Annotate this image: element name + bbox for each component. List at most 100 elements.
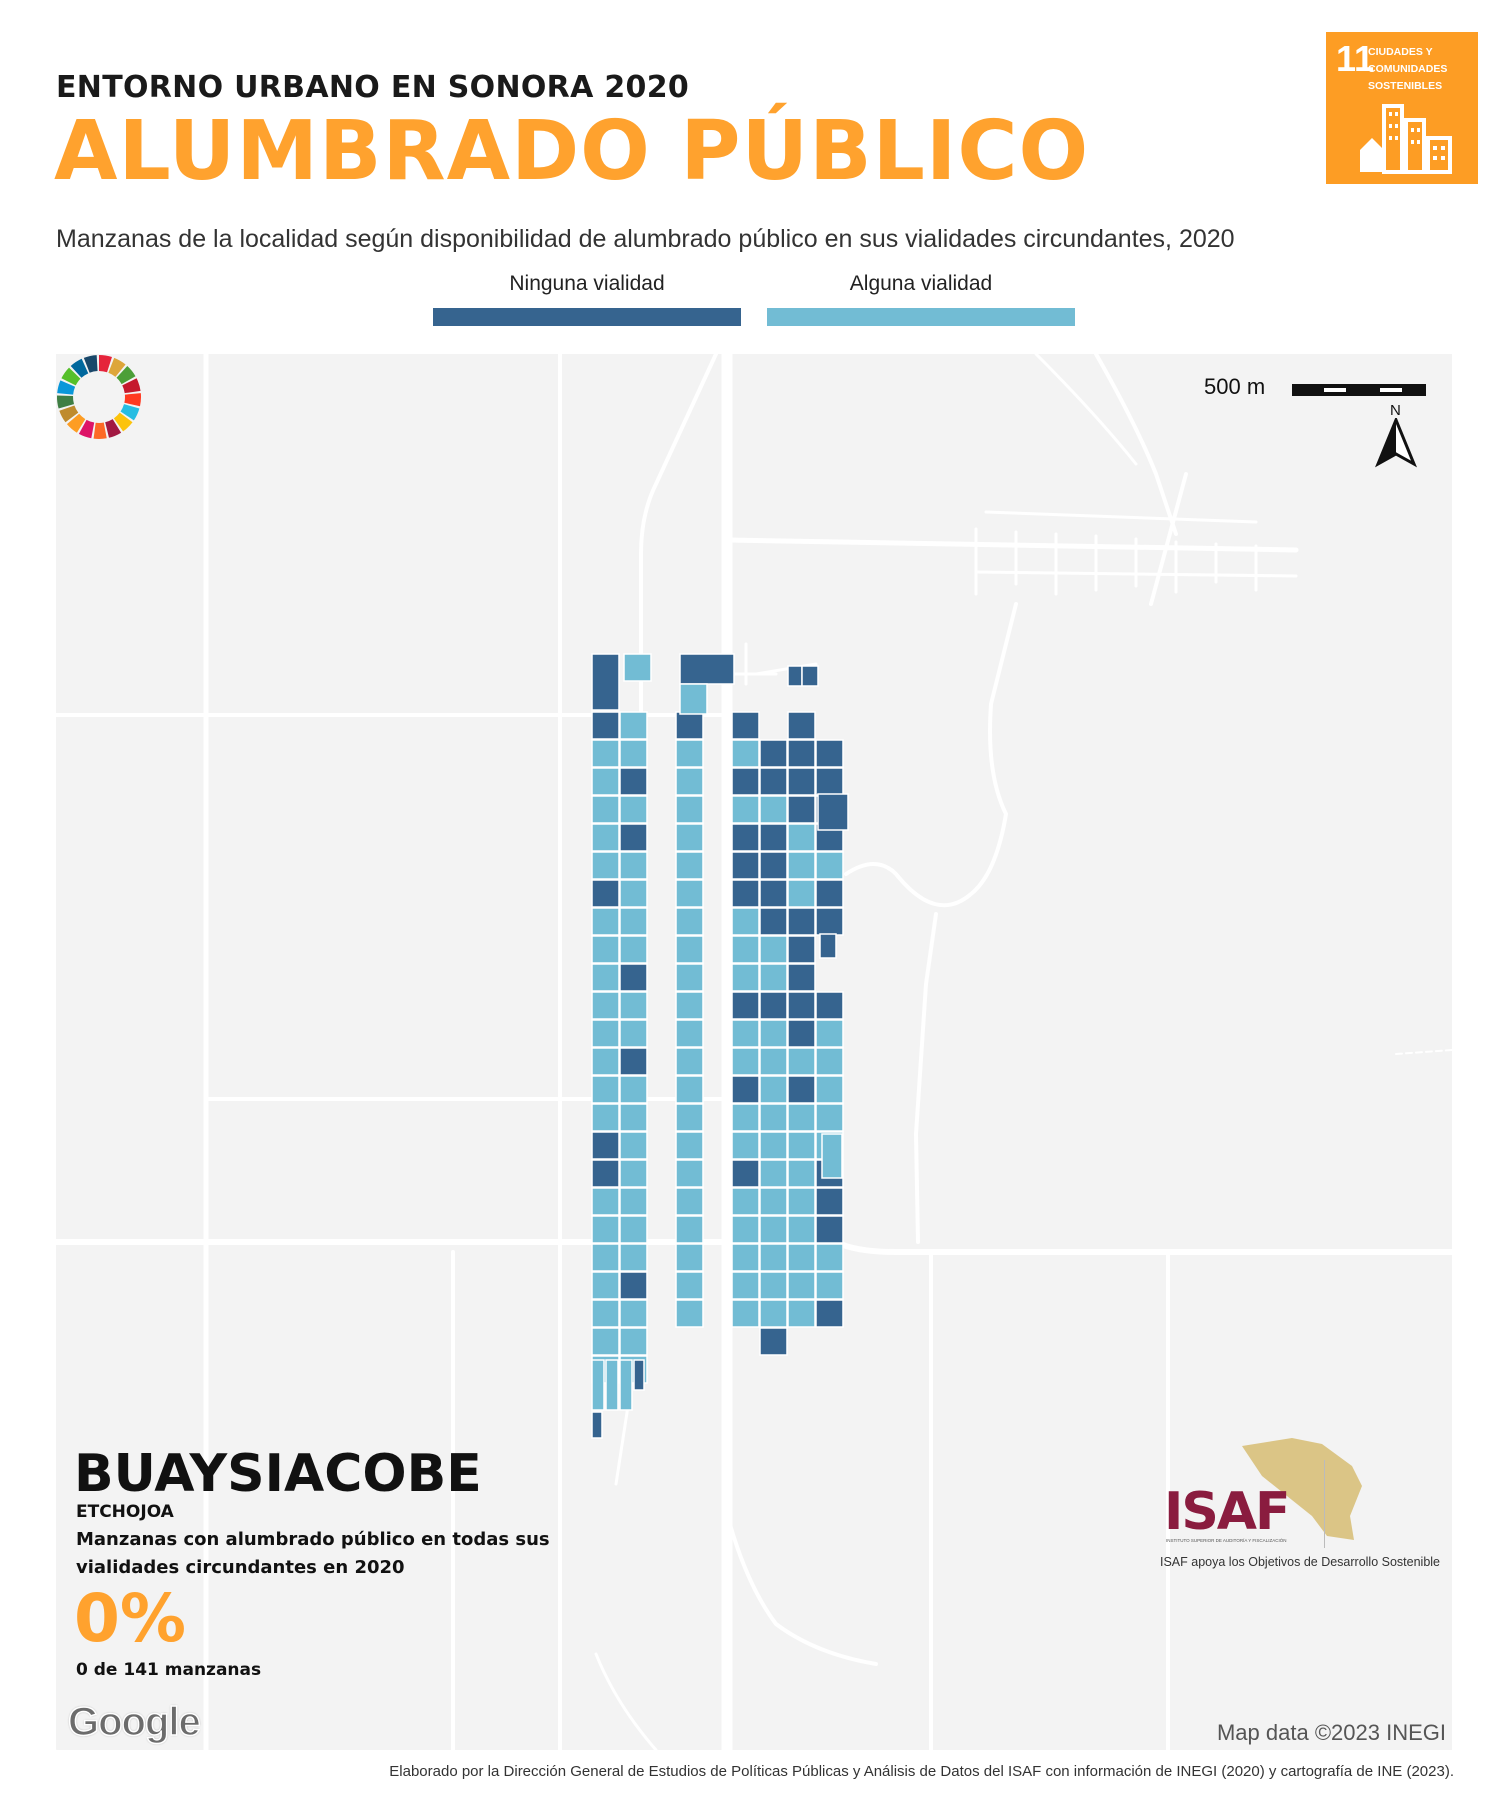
city-block[interactable] bbox=[619, 1131, 648, 1160]
city-block[interactable] bbox=[815, 1271, 844, 1300]
city-block[interactable] bbox=[787, 851, 816, 880]
city-block[interactable] bbox=[675, 991, 704, 1020]
city-block[interactable] bbox=[675, 795, 704, 824]
city-block[interactable] bbox=[787, 1019, 816, 1048]
city-block[interactable] bbox=[675, 963, 704, 992]
city-block[interactable] bbox=[591, 1159, 620, 1188]
city-block[interactable] bbox=[619, 795, 648, 824]
city-block[interactable] bbox=[731, 767, 760, 796]
city-block[interactable] bbox=[619, 823, 648, 852]
city-block[interactable] bbox=[591, 991, 620, 1020]
city-block[interactable] bbox=[759, 1187, 788, 1216]
city-block[interactable] bbox=[633, 1359, 645, 1391]
city-block[interactable] bbox=[675, 1243, 704, 1272]
city-block[interactable] bbox=[675, 1159, 704, 1188]
city-block[interactable] bbox=[591, 1075, 620, 1104]
city-block[interactable] bbox=[591, 739, 620, 768]
city-block[interactable] bbox=[675, 1187, 704, 1216]
city-block[interactable] bbox=[591, 1271, 620, 1300]
city-block[interactable] bbox=[759, 963, 788, 992]
city-block[interactable] bbox=[591, 1047, 620, 1076]
city-block[interactable] bbox=[591, 1299, 620, 1328]
city-block[interactable] bbox=[731, 963, 760, 992]
city-block[interactable] bbox=[787, 907, 816, 936]
city-block[interactable] bbox=[815, 1243, 844, 1272]
city-block[interactable] bbox=[759, 991, 788, 1020]
city-block[interactable] bbox=[787, 879, 816, 908]
city-block[interactable] bbox=[759, 1103, 788, 1132]
city-block[interactable] bbox=[731, 1159, 760, 1188]
city-block[interactable] bbox=[731, 991, 760, 1020]
city-block[interactable] bbox=[815, 1187, 844, 1216]
city-block[interactable] bbox=[619, 767, 648, 796]
city-block[interactable] bbox=[731, 851, 760, 880]
city-block[interactable] bbox=[619, 1159, 648, 1188]
city-block[interactable] bbox=[731, 711, 760, 740]
city-block[interactable] bbox=[801, 665, 819, 687]
city-block[interactable] bbox=[591, 1019, 620, 1048]
city-block[interactable] bbox=[731, 1131, 760, 1160]
city-block[interactable] bbox=[787, 963, 816, 992]
city-block[interactable] bbox=[787, 823, 816, 852]
city-block[interactable] bbox=[619, 1075, 648, 1104]
city-block[interactable] bbox=[731, 879, 760, 908]
city-block[interactable] bbox=[759, 1243, 788, 1272]
city-block[interactable] bbox=[619, 1187, 648, 1216]
city-block[interactable] bbox=[759, 1271, 788, 1300]
city-block[interactable] bbox=[759, 1131, 788, 1160]
city-block[interactable] bbox=[787, 739, 816, 768]
city-block[interactable] bbox=[759, 1215, 788, 1244]
city-block[interactable] bbox=[815, 1047, 844, 1076]
city-block[interactable] bbox=[817, 793, 849, 831]
city-block[interactable] bbox=[679, 653, 735, 685]
city-block[interactable] bbox=[619, 991, 648, 1020]
city-block[interactable] bbox=[619, 963, 648, 992]
city-block[interactable] bbox=[619, 907, 648, 936]
city-block[interactable] bbox=[759, 1299, 788, 1328]
city-block[interactable] bbox=[759, 851, 788, 880]
city-block[interactable] bbox=[787, 1159, 816, 1188]
city-block[interactable] bbox=[815, 851, 844, 880]
city-block[interactable] bbox=[619, 1299, 648, 1328]
city-block[interactable] bbox=[591, 1327, 620, 1356]
city-block[interactable] bbox=[591, 767, 620, 796]
city-block[interactable] bbox=[815, 1215, 844, 1244]
city-block[interactable] bbox=[759, 1075, 788, 1104]
city-block[interactable] bbox=[591, 1131, 620, 1160]
city-block[interactable] bbox=[731, 1047, 760, 1076]
city-block[interactable] bbox=[731, 1243, 760, 1272]
city-block[interactable] bbox=[787, 1271, 816, 1300]
city-block[interactable] bbox=[619, 1047, 648, 1076]
city-block[interactable] bbox=[815, 879, 844, 908]
city-block[interactable] bbox=[619, 879, 648, 908]
city-block[interactable] bbox=[591, 963, 620, 992]
city-block[interactable] bbox=[675, 823, 704, 852]
city-block[interactable] bbox=[675, 1047, 704, 1076]
city-block[interactable] bbox=[619, 1271, 648, 1300]
city-block[interactable] bbox=[815, 907, 844, 936]
city-block[interactable] bbox=[675, 935, 704, 964]
city-block[interactable] bbox=[591, 711, 620, 740]
city-block[interactable] bbox=[759, 1327, 788, 1356]
city-block[interactable] bbox=[731, 1019, 760, 1048]
city-block[interactable] bbox=[787, 665, 803, 687]
city-block[interactable] bbox=[759, 795, 788, 824]
city-block[interactable] bbox=[675, 767, 704, 796]
city-block[interactable] bbox=[591, 907, 620, 936]
city-block[interactable] bbox=[675, 739, 704, 768]
city-block[interactable] bbox=[815, 739, 844, 768]
city-block[interactable] bbox=[675, 1271, 704, 1300]
city-block[interactable] bbox=[619, 935, 648, 964]
city-block[interactable] bbox=[731, 907, 760, 936]
city-block[interactable] bbox=[787, 935, 816, 964]
city-block[interactable] bbox=[819, 933, 837, 959]
city-block[interactable] bbox=[591, 1103, 620, 1132]
city-block[interactable] bbox=[619, 1215, 648, 1244]
city-block[interactable] bbox=[619, 1243, 648, 1272]
city-block[interactable] bbox=[731, 739, 760, 768]
city-block[interactable] bbox=[787, 1047, 816, 1076]
city-block[interactable] bbox=[675, 851, 704, 880]
city-block[interactable] bbox=[759, 1159, 788, 1188]
city-block[interactable] bbox=[675, 1215, 704, 1244]
city-block[interactable] bbox=[619, 711, 648, 740]
